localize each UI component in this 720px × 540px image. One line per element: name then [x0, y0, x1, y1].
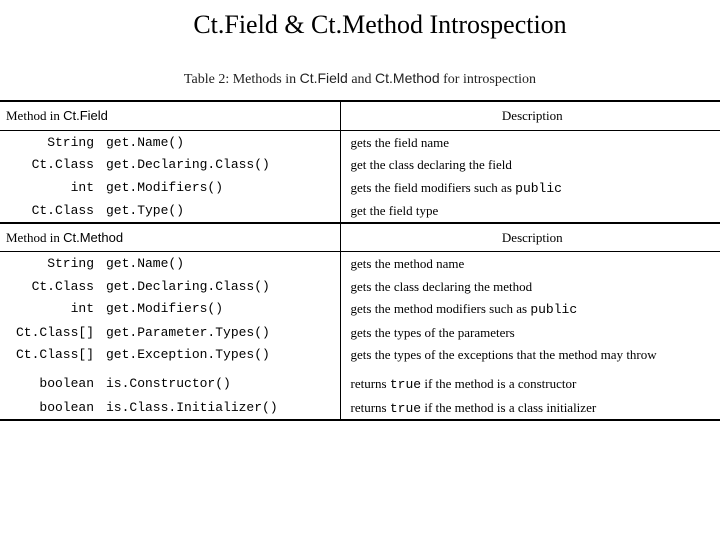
description: returns true if the method is a construc…: [340, 372, 720, 396]
return-type: int: [0, 176, 100, 200]
table-row: int get.Modifiers() gets the field modif…: [0, 176, 720, 200]
header-ctmethod: Method in Ct.Method Description: [0, 223, 720, 252]
introspection-table: Method in Ct.Field Description String ge…: [0, 100, 720, 421]
method-name: get.Parameter.Types(): [100, 321, 340, 344]
hdr-in: in: [46, 108, 63, 123]
return-type: Ct.Class[]: [0, 321, 100, 344]
table-row: Ct.Class get.Declaring.Class() get the c…: [0, 153, 720, 176]
hdr-desc: Description: [340, 101, 720, 130]
table-caption: Table 2: Methods in Ct.Field and Ct.Meth…: [0, 70, 720, 88]
description: returns true if the method is a class in…: [340, 396, 720, 421]
table-row: String get.Name() gets the field name: [0, 130, 720, 153]
method-name: get.Name(): [100, 130, 340, 153]
table-row: Ct.Class get.Type() get the field type: [0, 199, 720, 223]
page-title: Ct.Field & Ct.Method Introspection: [0, 10, 720, 40]
desc-mono: public: [515, 181, 562, 196]
return-type: String: [0, 252, 100, 275]
desc-mono: true: [390, 377, 421, 392]
return-type: Ct.Class[]: [0, 343, 100, 366]
caption-prefix: Table 2: Methods in: [184, 72, 300, 87]
description: gets the method modifiers such as public: [340, 297, 720, 321]
method-name: is.Class.Initializer(): [100, 396, 340, 421]
description: get the field type: [340, 199, 720, 223]
return-type: Ct.Class: [0, 199, 100, 223]
caption-suffix: for introspection: [440, 72, 536, 87]
description: get the class declaring the field: [340, 153, 720, 176]
hdr-method: Method: [6, 230, 46, 245]
method-name: is.Constructor(): [100, 372, 340, 396]
hdr-ctmethod: Ct.Method: [63, 230, 123, 245]
method-name: get.Name(): [100, 252, 340, 275]
description: gets the field name: [340, 130, 720, 153]
hdr-ctfield: Ct.Field: [63, 108, 108, 123]
method-name: get.Declaring.Class(): [100, 275, 340, 298]
desc-post: if the method is a constructor: [421, 376, 576, 391]
return-type: int: [0, 297, 100, 321]
desc-mono: public: [530, 302, 577, 317]
hdr-in: in: [46, 230, 63, 245]
desc-pre: gets the field modifiers such as: [351, 180, 516, 195]
table-row: Ct.Class[] get.Parameter.Types() gets th…: [0, 321, 720, 344]
desc-mono: true: [390, 401, 421, 416]
table-row: String get.Name() gets the method name: [0, 252, 720, 275]
description: gets the class declaring the method: [340, 275, 720, 298]
return-type: Ct.Class: [0, 153, 100, 176]
caption-and: and: [348, 72, 375, 87]
description: gets the field modifiers such as public: [340, 176, 720, 200]
method-name: get.Type(): [100, 199, 340, 223]
method-name: get.Declaring.Class(): [100, 153, 340, 176]
caption-class1: Ct.Field: [300, 70, 348, 86]
table-row: Ct.Class get.Declaring.Class() gets the …: [0, 275, 720, 298]
desc-pre: returns: [351, 376, 390, 391]
hdr-method: Method: [6, 108, 46, 123]
return-type: boolean: [0, 372, 100, 396]
desc-post: if the method is a class initializer: [421, 400, 596, 415]
return-type: Ct.Class: [0, 275, 100, 298]
table-row: boolean is.Constructor() returns true if…: [0, 372, 720, 396]
return-type: String: [0, 130, 100, 153]
description: gets the types of the exceptions that th…: [340, 343, 720, 366]
caption-class2: Ct.Method: [375, 70, 440, 86]
description: gets the method name: [340, 252, 720, 275]
table-row: boolean is.Class.Initializer() returns t…: [0, 396, 720, 421]
desc-pre: returns: [351, 400, 390, 415]
return-type: boolean: [0, 396, 100, 421]
table-row: Ct.Class[] get.Exception.Types() gets th…: [0, 343, 720, 366]
description: gets the types of the parameters: [340, 321, 720, 344]
hdr-desc: Description: [340, 223, 720, 252]
method-name: get.Exception.Types(): [100, 343, 340, 366]
method-name: get.Modifiers(): [100, 297, 340, 321]
desc-pre: gets the method modifiers such as: [351, 301, 531, 316]
method-name: get.Modifiers(): [100, 176, 340, 200]
table-row: int get.Modifiers() gets the method modi…: [0, 297, 720, 321]
header-ctfield: Method in Ct.Field Description: [0, 101, 720, 130]
